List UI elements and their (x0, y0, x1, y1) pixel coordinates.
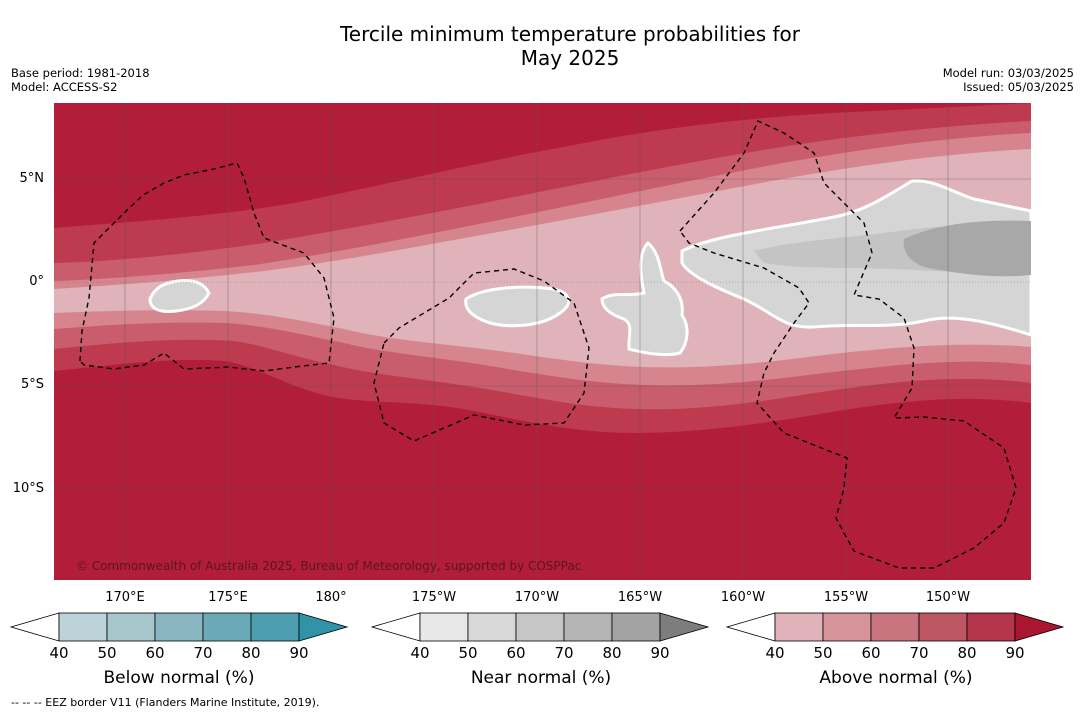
cb-near-tick-50: 50 (458, 644, 478, 662)
colorbar-segment (250, 612, 300, 642)
cb-near-tick-90: 90 (650, 644, 670, 662)
lat-label-5n: 5°N (19, 171, 45, 186)
cb-near-tick-60: 60 (506, 644, 526, 662)
model-text: Model: ACCESS-S2 (11, 80, 118, 94)
colorbar-segment (918, 612, 968, 642)
colorbar-segment (774, 612, 824, 642)
metadata-left: Base period: 1981-2018 Model: ACCESS-S2 (11, 66, 150, 94)
lon-label-150w: 150°W (925, 590, 971, 605)
cb-below-tick-60: 60 (145, 644, 165, 662)
cb-above-tick-70: 70 (909, 644, 929, 662)
colorbar-segment (154, 612, 204, 642)
cb-above-tick-40: 40 (765, 644, 785, 662)
base-period-text: Base period: 1981-2018 (11, 66, 150, 80)
lon-label-155w: 155°W (823, 590, 869, 605)
lon-label-175w: 175°W (411, 590, 457, 605)
colorbar-segment (106, 612, 156, 642)
cb-near-tick-80: 80 (602, 644, 622, 662)
eez-border-path (373, 268, 590, 442)
colorbar-above-normal (725, 612, 1065, 642)
chart-title: Tercile minimum temperature probabilitie… (0, 22, 1085, 70)
colorbar-segment (467, 612, 517, 642)
colorbar-over-triangle (1014, 612, 1065, 642)
map-near-50-island-west (148, 279, 211, 313)
lon-label-165w: 165°W (617, 590, 663, 605)
colorbar-below-normal (9, 612, 349, 642)
cb-below-tick-80: 80 (241, 644, 261, 662)
colorbar-near-normal (370, 612, 710, 642)
lat-label-10s: 10°S (12, 481, 44, 496)
copyright-text: © Commonwealth of Australia 2025, Bureau… (76, 559, 581, 573)
cb-near-title: Near normal (%) (470, 668, 612, 688)
colorbar-segment (515, 612, 565, 642)
lat-label-0: 0° (29, 274, 44, 289)
colorbar-segment (966, 612, 1016, 642)
cb-below-tick-90: 90 (289, 644, 309, 662)
map-near-50-island-central (464, 285, 570, 328)
cb-below-tick-50: 50 (97, 644, 117, 662)
eez-border-lines (79, 120, 1017, 569)
colorbar-segment (611, 612, 661, 642)
probability-map: © Commonwealth of Australia 2025, Bureau… (54, 103, 1031, 580)
model-run-text: Model run: 03/03/2025 (942, 66, 1074, 80)
colorbar-segment (202, 612, 252, 642)
cb-below-title: Below normal (%) (103, 668, 255, 688)
cb-above-tick-60: 60 (861, 644, 881, 662)
colorbar-under-triangle (9, 612, 60, 642)
colorbar-under-triangle (370, 612, 421, 642)
cb-above-title: Above normal (%) (819, 668, 973, 688)
eez-border-path (79, 162, 335, 372)
lon-label-180: 180° (315, 590, 347, 605)
lon-label-175e: 175°E (208, 590, 248, 605)
map-near-50-island-equator (600, 240, 689, 357)
lat-label-5s: 5°S (20, 377, 44, 392)
colorbar-segment (58, 612, 108, 642)
issued-text: Issued: 05/03/2025 (963, 80, 1074, 94)
metadata-right: Model run: 03/03/2025 Issued: 05/03/2025 (943, 66, 1074, 94)
eez-border-path (679, 120, 1017, 569)
colorbar-segment (822, 612, 872, 642)
lon-label-170w: 170°W (514, 590, 560, 605)
colorbar-segment (563, 612, 613, 642)
cb-below-tick-40: 40 (49, 644, 69, 662)
cb-above-tick-90: 90 (1005, 644, 1025, 662)
title-line-2: May 2025 (520, 46, 620, 70)
colorbar-segment (419, 612, 469, 642)
cb-above-tick-80: 80 (957, 644, 977, 662)
lon-label-160w: 160°W (720, 590, 766, 605)
colorbar-segment (870, 612, 920, 642)
cb-near-tick-40: 40 (410, 644, 430, 662)
map-near-80-region (903, 220, 1031, 277)
colorbar-under-triangle (725, 612, 776, 642)
colorbars (9, 612, 1065, 642)
cb-near-tick-70: 70 (554, 644, 574, 662)
colorbar-over-triangle (298, 612, 349, 642)
cb-below-tick-70: 70 (193, 644, 213, 662)
graticule-lines (54, 103, 1031, 580)
eez-footnote: -- -- -- EEZ border V11 (Flanders Marine… (11, 696, 320, 709)
colorbar-over-triangle (659, 612, 710, 642)
lon-label-170e: 170°E (105, 590, 145, 605)
cb-above-tick-50: 50 (813, 644, 833, 662)
title-line-1: Tercile minimum temperature probabilitie… (339, 22, 801, 46)
